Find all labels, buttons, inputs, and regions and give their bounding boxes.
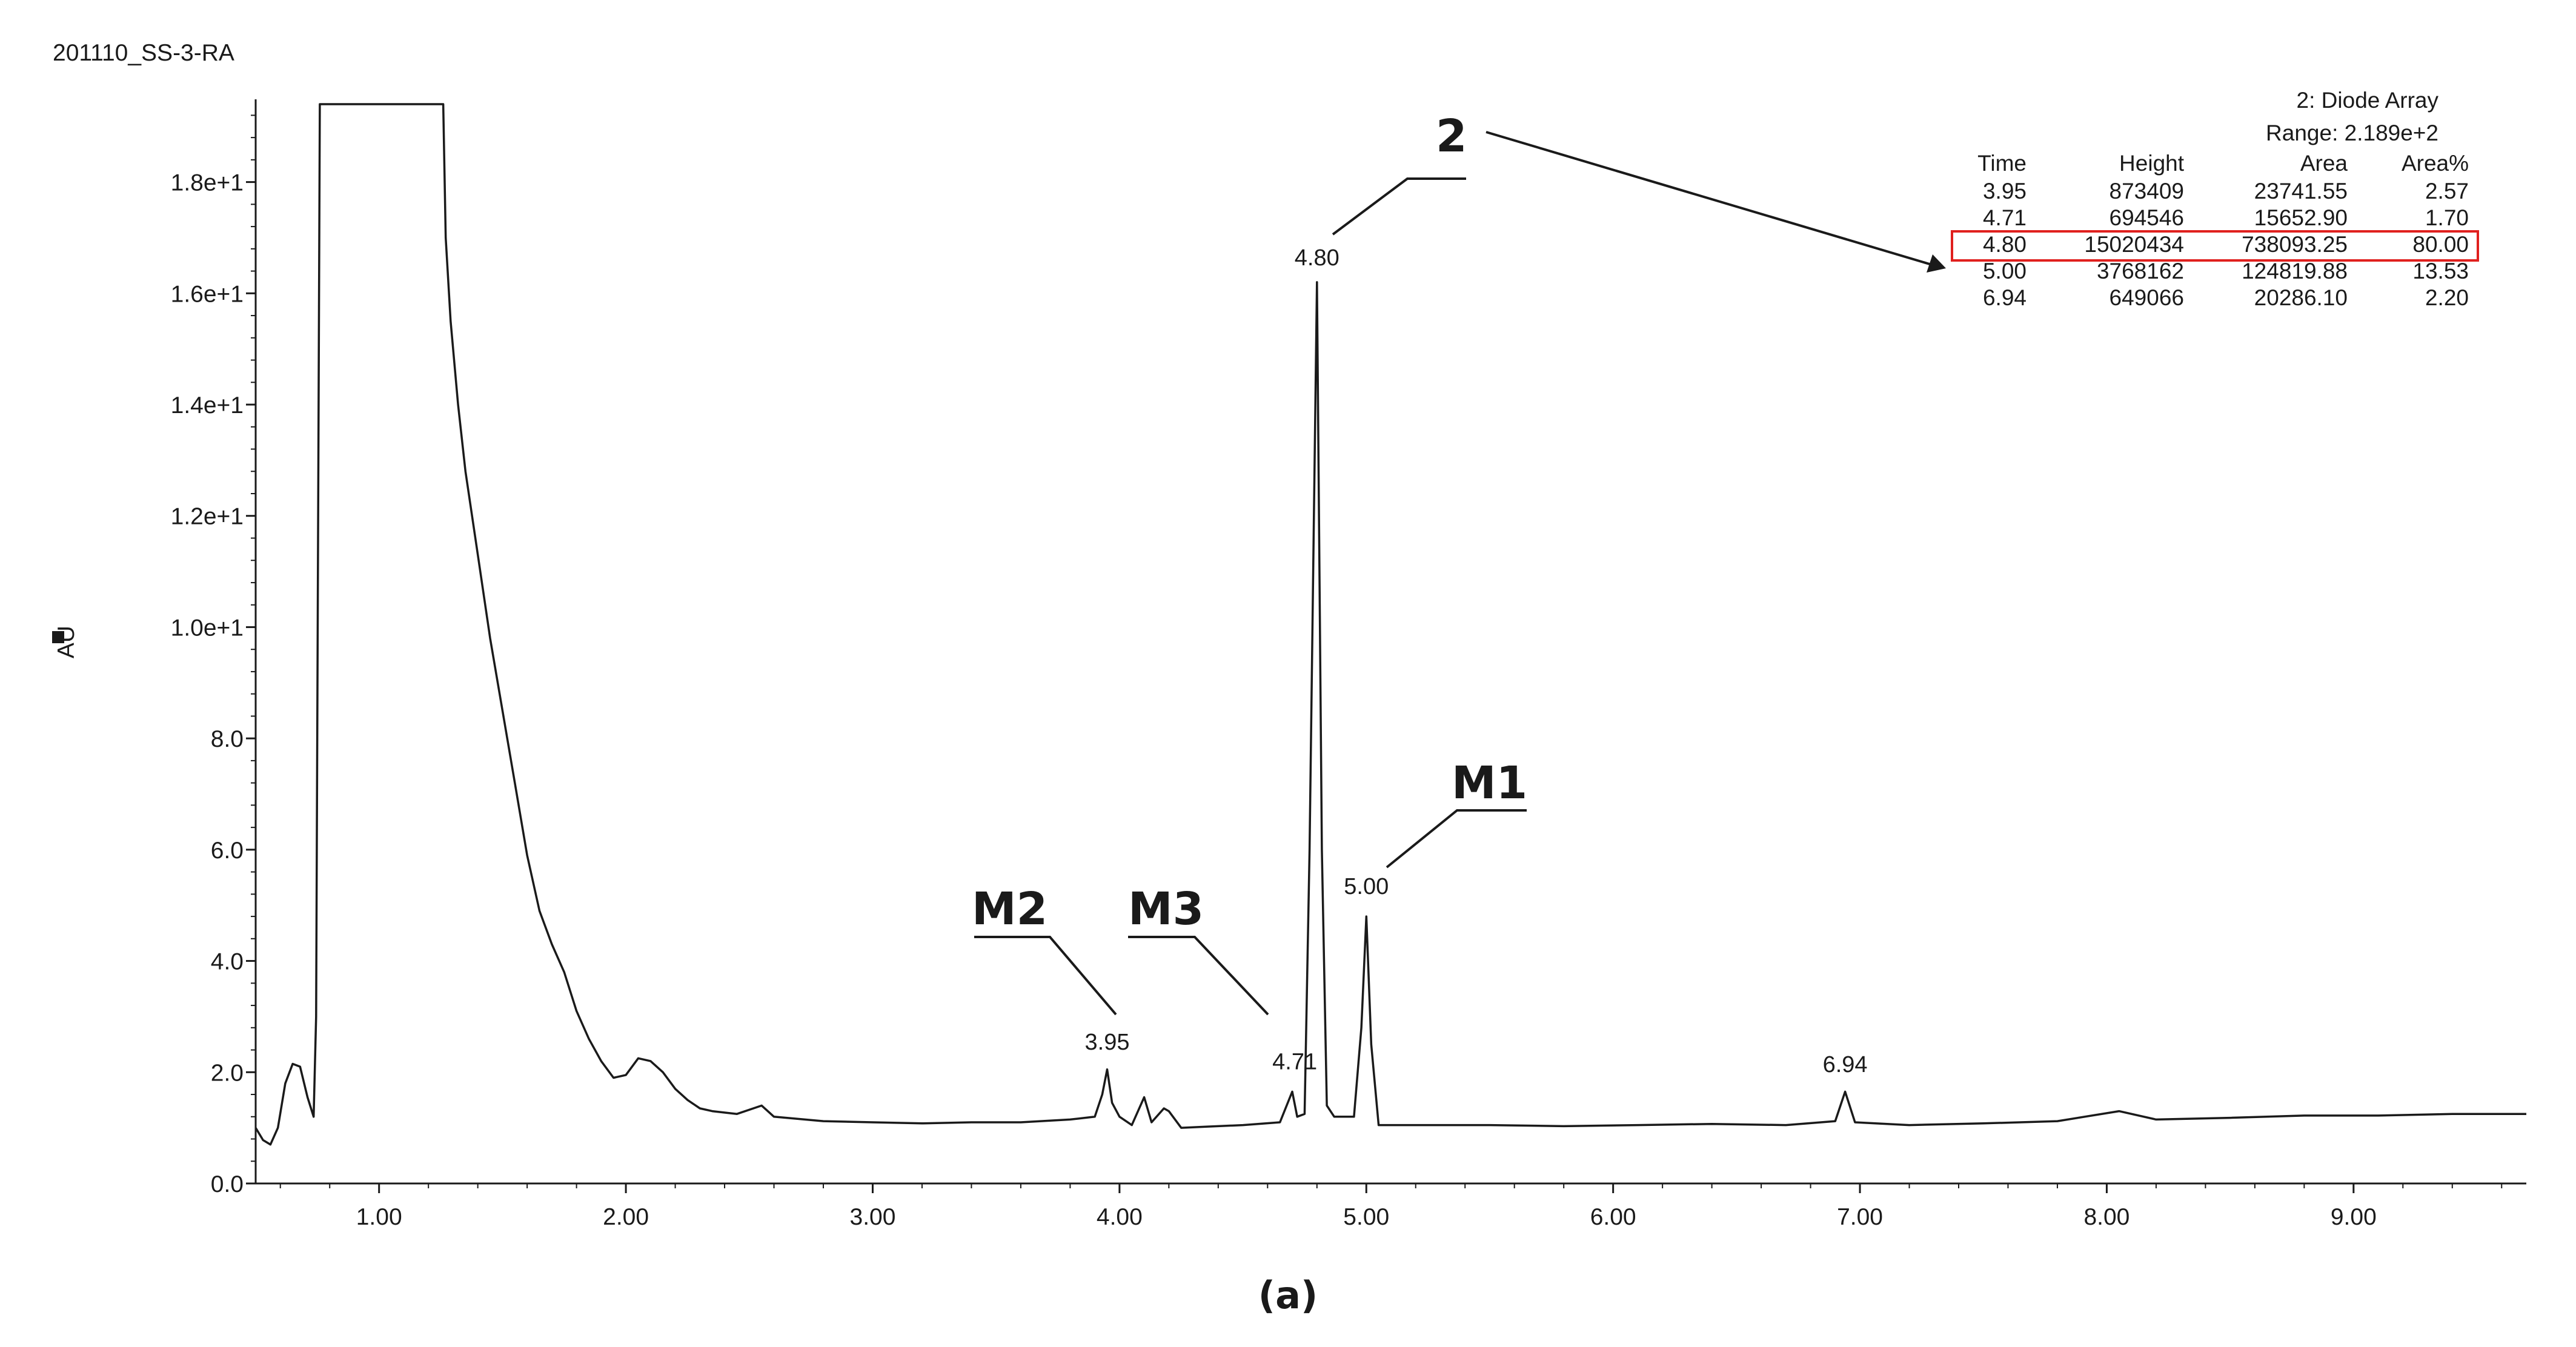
peak-label: 6.94 <box>1823 1052 1868 1077</box>
metabolite-M2-marker: M2 <box>972 883 1117 1016</box>
y-tick-label: 8.0 <box>211 726 244 752</box>
peak-table-cell: 3.95 <box>1983 179 2027 204</box>
x-tick-label: 8.00 <box>2083 1204 2130 1230</box>
chromatogram-trace <box>254 103 2526 1146</box>
marker-M2-leader <box>974 936 1117 1016</box>
y-tick-label: 6.0 <box>211 838 244 864</box>
x-tick-label: 4.00 <box>1097 1204 1143 1230</box>
peak-table-cell: 2.57 <box>2425 179 2469 204</box>
peak-label: 4.80 <box>1295 245 1339 271</box>
peak-table-header: Time <box>1977 151 2027 176</box>
arrow-head-icon <box>1927 254 1946 273</box>
x-tick-label: 5.00 <box>1343 1204 1389 1230</box>
marker-label-2: 2 <box>1436 110 1467 162</box>
marker-2-arrow-line <box>1486 131 1930 265</box>
y-tick-label: 1.6e+1 <box>171 281 244 307</box>
peak-table-cell: 15652.90 <box>2254 205 2348 230</box>
peak-table-cell: 2.20 <box>2425 285 2469 310</box>
peak-table-cell: 5.00 <box>1983 259 2027 283</box>
peak-table-cell: 1.70 <box>2425 205 2469 230</box>
marker-label-M3: M3 <box>1128 883 1204 935</box>
x-tick-label: 9.00 <box>2331 1204 2377 1230</box>
detector-range: Range: 2.189e+2 <box>2266 121 2438 145</box>
highlighted-row-box <box>1951 230 2479 262</box>
peak-table-cell: 4.71 <box>1983 205 2027 230</box>
y-tick-label: 2.0 <box>211 1060 244 1086</box>
peak-table-cell: 23741.55 <box>2254 179 2348 204</box>
detector-info: 2: Diode Array Range: 2.189e+2 <box>2266 88 2438 145</box>
peak-table-cell: 13.53 <box>2412 259 2469 283</box>
peak-table-cell: 738093.25 <box>2242 232 2348 257</box>
marker-M1-leader <box>1386 809 1527 869</box>
peak-label: 3.95 <box>1085 1030 1130 1055</box>
sample-id: 201110_SS-3-RA <box>53 40 234 66</box>
metabolite-M1-marker: M1 <box>1386 757 1527 869</box>
x-tick-label: 6.00 <box>1590 1204 1636 1230</box>
peak-table-cell: 124819.88 <box>2242 259 2348 283</box>
peak-table-header: Height <box>2119 151 2185 176</box>
y-tick-label: 1.8e+1 <box>171 170 244 196</box>
y-tick-label: 0.0 <box>211 1171 244 1197</box>
marker-label-M2: M2 <box>972 883 1047 935</box>
peak-table-cell: 3768162 <box>2097 259 2184 283</box>
y-axis-label-square-icon <box>52 631 64 643</box>
y-tick-label: 1.4e+1 <box>171 392 244 419</box>
marker-M3-leader <box>1128 936 1269 1016</box>
peak-table-cell: 80.00 <box>2412 232 2469 257</box>
x-tick-label: 2.00 <box>603 1204 649 1230</box>
peak-table: Time Height Area Area% 3.95 873409 23741.55 2.5… <box>1951 151 2479 310</box>
x-tick-label: 3.00 <box>850 1204 896 1230</box>
x-tick-label: 7.00 <box>1837 1204 1883 1230</box>
peak-table-cell: 873409 <box>2110 179 2184 204</box>
marker-2-leader <box>1332 177 1466 236</box>
peak-table-cell: 694546 <box>2110 205 2184 230</box>
peak-table-cell: 649066 <box>2110 285 2184 310</box>
x-tick-label: 1.00 <box>356 1204 402 1230</box>
metabolite-M3-marker: M3 <box>1128 883 1269 1016</box>
plot-area: 1.00 2.00 3.00 4.00 5.00 6.00 7.00 8.00 9.00 0.0 2… <box>171 99 2526 1230</box>
peak-table-cell: 6.94 <box>1983 285 2027 310</box>
peak-table-cell: 4.80 <box>1983 232 2027 257</box>
y-tick-label: 1.2e+1 <box>171 504 244 530</box>
peak-2-marker: 2 <box>1332 110 1946 273</box>
peak-table-header: Area% <box>2402 151 2469 176</box>
y-tick-label: 4.0 <box>211 949 244 975</box>
peak-table-cell: 20286.10 <box>2254 285 2348 310</box>
peak-table-header: Area <box>2300 151 2348 176</box>
peak-table-cell: 15020434 <box>2084 232 2184 257</box>
y-tick-label: 1.0e+1 <box>171 615 244 641</box>
panel-label: (a) <box>1258 1273 1318 1317</box>
detector-title: 2: Diode Array <box>2297 88 2439 113</box>
marker-label-M1: M1 <box>1452 757 1527 809</box>
peak-label: 4.71 <box>1272 1049 1317 1074</box>
peak-label: 5.00 <box>1344 874 1389 899</box>
